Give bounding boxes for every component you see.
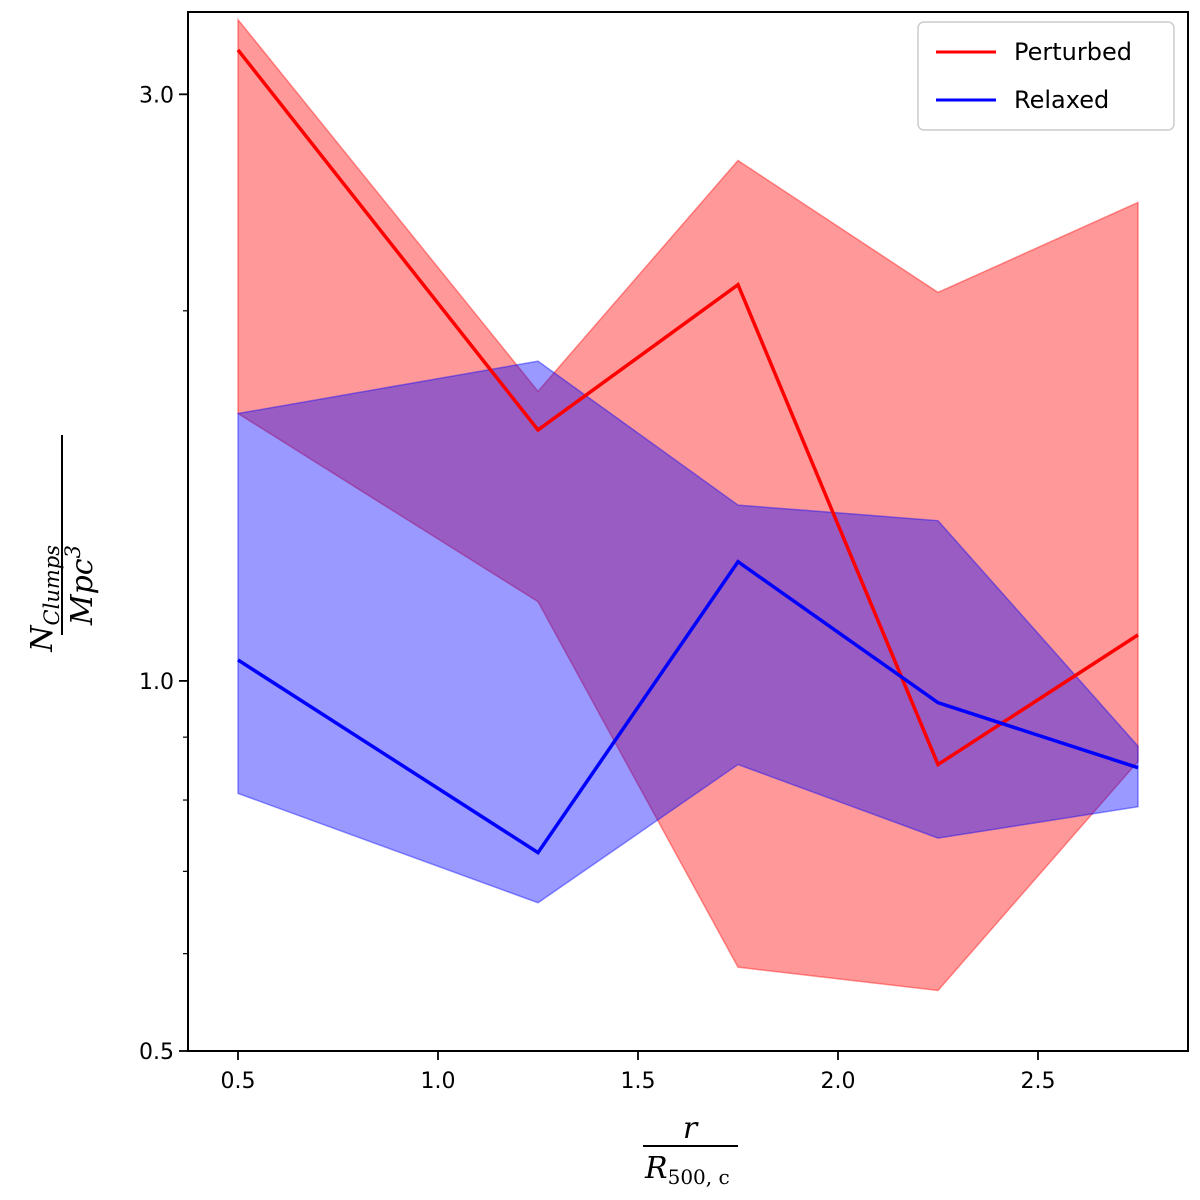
x-tick-label: 2.5: [1021, 1069, 1056, 1094]
svg-text:R500, c: R500, c: [644, 1151, 730, 1189]
plot-frame: [187, 11, 1189, 1052]
legend-label-relaxed: Relaxed: [1014, 86, 1109, 114]
band-perturbed: [237, 17, 1139, 992]
x-tick-label: 1.0: [421, 1069, 456, 1094]
x-tick-label: 0.5: [221, 1069, 256, 1094]
x-tick-label: 1.5: [621, 1069, 656, 1094]
x-label-denominator-sub: 500, c: [668, 1165, 730, 1189]
x-axis: 0.5 1.0 1.5 2.0 2.5: [221, 1051, 1056, 1094]
x-axis-label: r R500, c: [643, 1111, 738, 1189]
y-axis: 0.5 1.0 3.0: [139, 83, 188, 1065]
y-label-numerator-sub: Clumps: [40, 545, 64, 626]
series-lines: [236, 48, 1139, 855]
svg-text:NClumps: NClumps: [25, 545, 64, 653]
svg-text:Mpc3: Mpc3: [61, 545, 100, 626]
y-tick-label: 1.0: [139, 670, 174, 695]
confidence-bands: [237, 17, 1139, 992]
y-axis-label: NClumps Mpc3: [25, 435, 100, 653]
y-label-denominator: Mpc: [65, 558, 100, 626]
legend: Perturbed Relaxed: [917, 21, 1175, 131]
x-tick-label: 2.0: [821, 1069, 856, 1094]
y-label-denominator-sup: 3: [61, 545, 85, 558]
y-label-numerator: N: [25, 624, 60, 653]
x-label-numerator: r: [683, 1111, 699, 1146]
legend-box: [917, 21, 1175, 131]
legend-label-perturbed: Perturbed: [1014, 38, 1132, 66]
y-tick-label: 0.5: [139, 1040, 174, 1065]
y-tick-label: 3.0: [139, 83, 174, 108]
x-label-denominator: R: [644, 1151, 668, 1186]
